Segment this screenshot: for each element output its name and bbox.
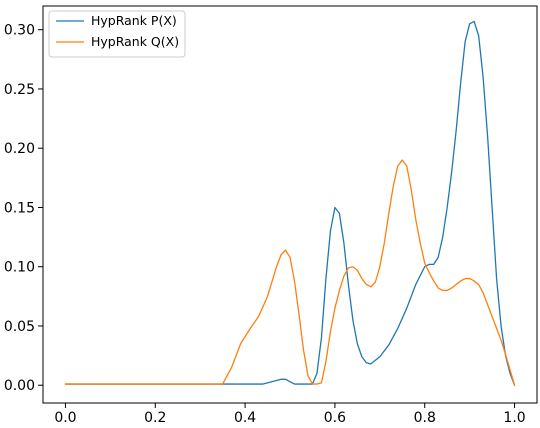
y-tick-label: 0.20 xyxy=(4,141,35,157)
y-tick-label: 0.05 xyxy=(4,319,35,335)
x-tick-label: 0.6 xyxy=(324,410,346,426)
legend-box xyxy=(48,10,186,58)
x-tick-label: 0.0 xyxy=(54,410,76,426)
plot-frame xyxy=(42,5,538,404)
y-tick-label: 0.25 xyxy=(4,82,35,98)
series-line-p xyxy=(64,20,516,386)
y-tick-label: 0.10 xyxy=(4,260,35,276)
legend: HypRank P(X) HypRank Q(X) xyxy=(48,10,186,58)
x-tick-label: 0.8 xyxy=(414,410,436,426)
x-tick-label: 0.4 xyxy=(234,410,256,426)
y-tick-label: 0.30 xyxy=(4,23,35,39)
legend-label-q: HypRank Q(X) xyxy=(91,34,179,49)
axis-layer: 0.0 0.2 0.4 0.6 0.8 1.0 0.00 0.05 0.10 0.15 0.20 0.… xyxy=(4,23,526,426)
y-tick-label: 0.00 xyxy=(4,378,35,394)
x-tick-label: 0.2 xyxy=(144,410,166,426)
x-tick-label: 1.0 xyxy=(503,410,525,426)
y-tick-label: 0.15 xyxy=(4,200,35,216)
series-line-q xyxy=(64,159,516,386)
legend-label-p: HypRank P(X) xyxy=(91,13,177,28)
series-layer xyxy=(64,20,516,386)
